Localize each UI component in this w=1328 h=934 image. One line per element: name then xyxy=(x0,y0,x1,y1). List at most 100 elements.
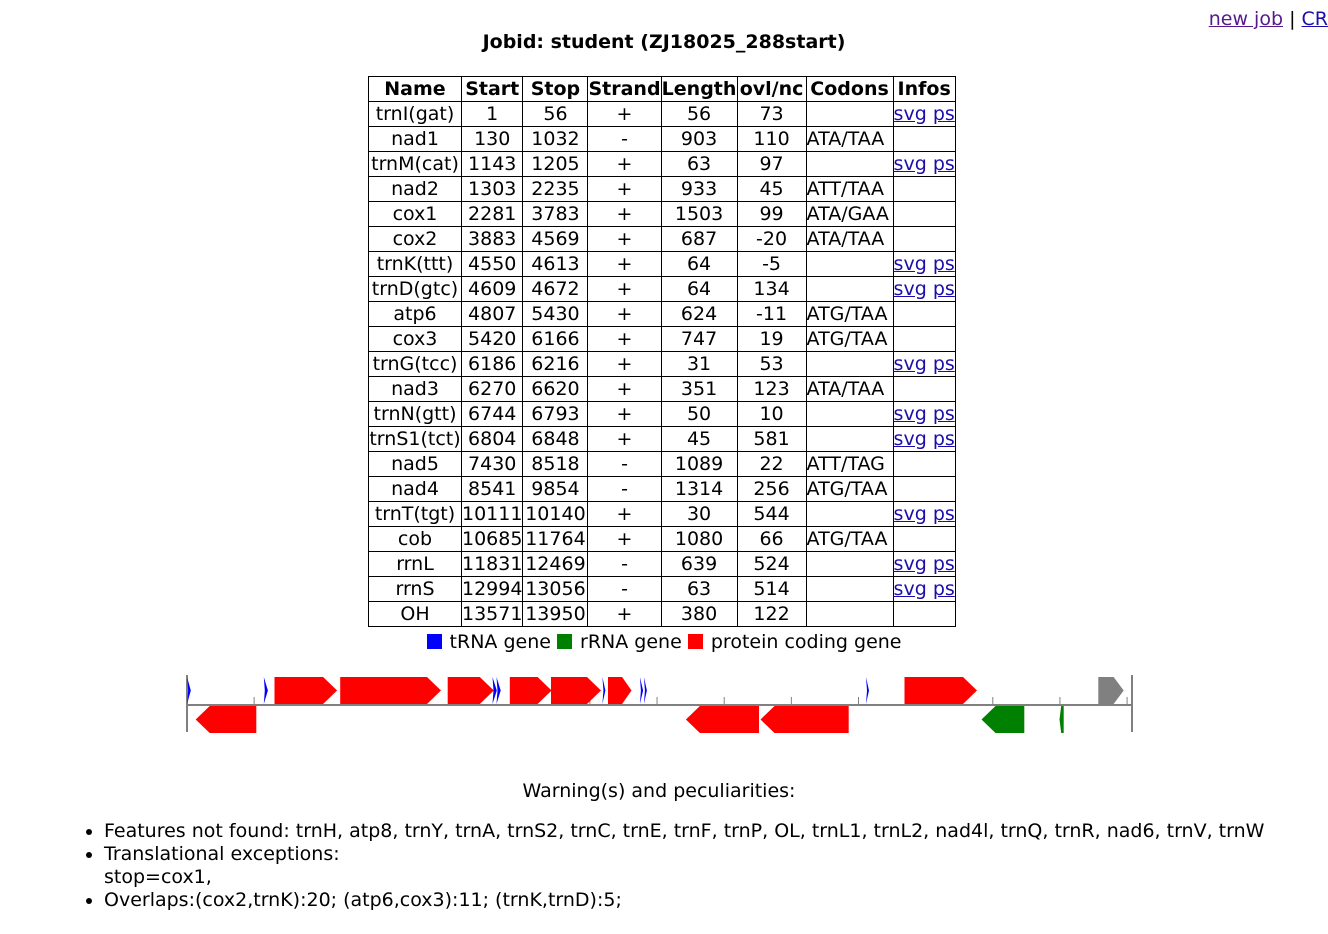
gene-arrow xyxy=(340,677,441,704)
cell-name: nad5 xyxy=(368,451,462,477)
cell-ovl: 66 xyxy=(736,526,807,552)
cell-stop: 13950 xyxy=(522,601,589,627)
ps-link[interactable]: ps xyxy=(932,252,955,275)
cell-infos: svg ps xyxy=(892,501,956,527)
ps-link[interactable]: ps xyxy=(932,352,955,375)
cell-codons: ATG/TAA xyxy=(805,526,894,552)
cell-strand: + xyxy=(587,201,662,227)
ps-link[interactable]: ps xyxy=(932,427,955,450)
svg-link[interactable]: svg xyxy=(893,502,927,525)
cell-name: trnG(tcc) xyxy=(368,351,462,377)
gene-arrow xyxy=(263,677,268,704)
cell-length: 639 xyxy=(660,551,738,577)
cell-stop: 12469 xyxy=(522,551,589,577)
cell-name: cox3 xyxy=(368,326,462,352)
cell-codons: ATG/TAA xyxy=(805,326,894,352)
cell-start: 8541 xyxy=(460,476,524,502)
cell-strand: + xyxy=(587,151,662,177)
cell-length: 903 xyxy=(660,126,738,152)
svg-link[interactable]: svg xyxy=(893,402,927,425)
ps-link[interactable]: ps xyxy=(932,577,955,600)
gene-arrow xyxy=(274,677,338,704)
cell-codons xyxy=(805,576,894,602)
cell-strand: + xyxy=(587,251,662,277)
cell-codons: ATG/TAA xyxy=(805,476,894,502)
ps-link[interactable]: ps xyxy=(932,402,955,425)
column-header: Length xyxy=(660,76,738,102)
svg-link[interactable]: svg xyxy=(893,152,927,175)
cell-stop: 5430 xyxy=(522,301,589,327)
cell-ovl: -20 xyxy=(736,226,807,252)
cell-length: 64 xyxy=(660,251,738,277)
cell-strand: - xyxy=(587,576,662,602)
cell-start: 4550 xyxy=(460,251,524,277)
cell-name: nad2 xyxy=(368,176,462,202)
cell-length: 1080 xyxy=(660,526,738,552)
cell-infos: svg ps xyxy=(892,401,956,427)
gene-arrow xyxy=(496,677,501,704)
cell-ovl: 122 xyxy=(736,601,807,627)
svg-link[interactable]: svg xyxy=(893,352,927,375)
cell-start: 12994 xyxy=(460,576,524,602)
ps-link[interactable]: ps xyxy=(932,502,955,525)
cell-ovl: 524 xyxy=(736,551,807,577)
cell-name: nad4 xyxy=(368,476,462,502)
cell-strand: + xyxy=(587,426,662,452)
svg-link[interactable]: svg xyxy=(893,277,927,300)
ps-link[interactable]: ps xyxy=(932,152,955,175)
gene-arrow xyxy=(1059,706,1064,733)
cell-strand: + xyxy=(587,526,662,552)
new-job-link[interactable]: new job xyxy=(1208,8,1284,30)
cell-name: trnM(cat) xyxy=(368,151,462,177)
cell-name: cob xyxy=(368,526,462,552)
cell-ovl: 123 xyxy=(736,376,807,402)
cell-ovl: 22 xyxy=(736,451,807,477)
svg-link[interactable]: svg xyxy=(893,252,927,275)
cell-stop: 11764 xyxy=(522,526,589,552)
cell-infos xyxy=(892,376,956,402)
cell-infos xyxy=(892,201,956,227)
protein-swatch xyxy=(687,634,703,649)
cell-length: 50 xyxy=(660,401,738,427)
column-header: Codons xyxy=(805,76,894,102)
cell-codons xyxy=(805,426,894,452)
cell-infos xyxy=(892,301,956,327)
cr-link[interactable]: CR xyxy=(1301,8,1328,30)
ps-link[interactable]: ps xyxy=(932,552,955,575)
warnings-title: Warning(s) and peculiarities: xyxy=(522,780,796,802)
cell-infos: svg ps xyxy=(892,551,956,577)
cell-start: 4609 xyxy=(460,276,524,302)
table-row: trnN(gtt) 6744 6793 +50 10 svg ps xyxy=(368,401,956,427)
ps-link[interactable]: ps xyxy=(932,277,955,300)
gene-arrow xyxy=(639,677,644,704)
svg-link[interactable]: svg xyxy=(893,577,927,600)
cell-stop: 4672 xyxy=(522,276,589,302)
column-header: Infos xyxy=(892,76,956,102)
cell-infos: svg ps xyxy=(892,426,956,452)
cell-length: 56 xyxy=(660,101,738,127)
svg-link[interactable]: svg xyxy=(893,427,927,450)
cell-strand: + xyxy=(587,401,662,427)
cell-stop: 3783 xyxy=(522,201,589,227)
cell-name: trnK(ttt) xyxy=(368,251,462,277)
cell-codons xyxy=(805,276,894,302)
gene-table: Name Start Stop Strand Length ovl/nc Codons Inf… xyxy=(368,76,956,627)
table-row: OH 13571 13950 +380 122 xyxy=(368,601,956,627)
cell-ovl: 73 xyxy=(736,101,807,127)
svg-link[interactable]: svg xyxy=(893,102,927,125)
column-header: Start xyxy=(460,76,524,102)
cell-strand: - xyxy=(587,451,662,477)
cell-strand: - xyxy=(587,126,662,152)
cell-length: 380 xyxy=(660,601,738,627)
trna-swatch xyxy=(426,634,442,649)
gene-arrow xyxy=(643,677,647,704)
gene-arrow xyxy=(447,677,494,704)
cell-strand: + xyxy=(587,501,662,527)
svg-link[interactable]: svg xyxy=(893,552,927,575)
cell-length: 687 xyxy=(660,226,738,252)
cell-name: trnN(gtt) xyxy=(368,401,462,427)
column-header: Stop xyxy=(522,76,589,102)
page-title: Jobid: student (ZJ18025_288start) xyxy=(482,31,846,53)
ps-link[interactable]: ps xyxy=(932,102,955,125)
column-header: Strand xyxy=(587,76,662,102)
